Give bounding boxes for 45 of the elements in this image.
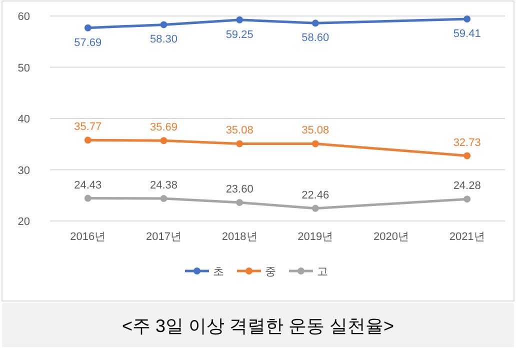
point [236,140,244,148]
text: <주 3일 이상 격렬한 운동 실천율> [122,316,394,336]
point [236,199,244,206]
data-label: 59.41 [453,28,481,40]
data-label: 24.28 [453,180,481,192]
point [312,20,319,27]
point [464,196,471,203]
point [84,24,92,32]
point [160,137,168,144]
y-tick-label: 20 [18,216,30,228]
data-label: 35.69 [150,122,178,134]
x-tick-label: 2019년 [298,231,334,243]
legend-label: 중 [265,266,276,278]
point [160,21,168,28]
point [464,152,471,160]
point [84,136,92,144]
data-label: 35.77 [74,121,102,134]
x-tick-label: 2017년 [146,231,182,243]
y-tick-label: 60 [18,11,30,23]
y-tick-label: 40 [18,114,30,126]
data-label: 35.08 [302,124,330,137]
point [160,195,168,202]
legend-label: 초 [213,266,224,278]
data-label: 59.25 [226,28,254,41]
x-tick-label: 2021년 [449,231,485,243]
point [464,16,471,23]
data-label: 35.08 [226,124,254,137]
x-tick-label: 2020년 [374,231,409,243]
x-tick-label: 2016년 [70,231,106,243]
data-label: 58.30 [150,34,178,46]
data-label: 58.60 [302,32,330,44]
data-label: 57.69 [74,36,102,49]
point [84,194,92,202]
point [236,16,244,24]
y-tick-label: 50 [18,62,30,74]
data-label: 23.60 [226,184,254,196]
x-tick-label: 2018년 [222,231,258,243]
data-label: 22.46 [302,189,330,202]
point [312,204,319,212]
legend-label: 고 [317,266,328,278]
data-label: 24.38 [150,180,178,192]
data-label: 24.43 [74,179,102,192]
y-tick-label: 30 [18,164,30,177]
point [312,140,319,148]
data-label: 32.73 [453,136,481,149]
